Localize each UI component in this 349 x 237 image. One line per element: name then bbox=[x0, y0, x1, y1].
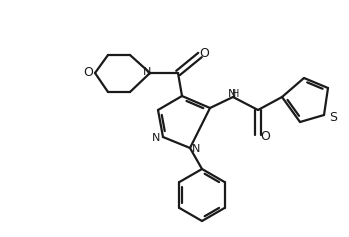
Text: H: H bbox=[232, 89, 240, 99]
Text: N: N bbox=[152, 133, 160, 143]
Text: O: O bbox=[83, 67, 93, 79]
Text: N: N bbox=[228, 89, 236, 99]
Text: O: O bbox=[199, 46, 209, 59]
Text: N: N bbox=[143, 67, 151, 77]
Text: N: N bbox=[192, 144, 200, 154]
Text: O: O bbox=[260, 129, 270, 142]
Text: S: S bbox=[329, 110, 337, 123]
